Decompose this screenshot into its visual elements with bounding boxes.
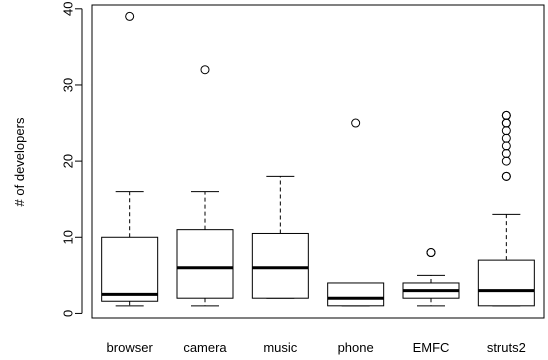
box-camera <box>176 65 234 307</box>
box-browser <box>101 11 159 307</box>
y-tick-label: 40 <box>61 2 76 16</box>
y-axis: 0 10 20 30 40 <box>61 2 83 317</box>
box-iqr <box>176 229 234 299</box>
outlier-point <box>351 118 361 128</box>
box-struts2 <box>477 110 535 307</box>
x-tick-label: camera <box>183 340 227 355</box>
outlier-point <box>501 171 511 181</box>
x-tick-label: struts2 <box>487 340 526 355</box>
box-iqr <box>327 282 385 307</box>
outlier-point <box>501 156 511 166</box>
plot-frame <box>91 4 545 319</box>
outlier-point <box>200 65 210 75</box>
box-iqr <box>477 259 535 307</box>
outlier-point <box>501 126 511 136</box>
y-tick-label: 0 <box>61 310 76 317</box>
outlier-point <box>501 110 511 120</box>
y-tick-label: 30 <box>61 78 76 92</box>
box-iqr <box>101 236 159 302</box>
x-tick-label: EMFC <box>413 340 450 355</box>
x-tick-label: browser <box>107 340 154 355</box>
outlier-point <box>501 118 511 128</box>
box-music <box>251 175 309 299</box>
outlier-point <box>426 248 436 258</box>
boxes <box>101 11 535 307</box>
y-axis-label: # of developers <box>12 117 27 206</box>
y-tick-label: 10 <box>61 230 76 244</box>
outlier-point <box>501 149 511 159</box>
outlier-point <box>501 133 511 143</box>
box-iqr <box>251 232 309 299</box>
x-tick-label: phone <box>338 340 374 355</box>
box-phone <box>327 118 385 307</box>
outlier-point <box>125 11 135 21</box>
y-tick-label: 20 <box>61 154 76 168</box>
box-EMFC <box>402 248 460 307</box>
x-tick-label: music <box>263 340 297 355</box>
outlier-point <box>501 141 511 151</box>
x-axis-labels: browser camera music phone EMFC struts2 <box>107 340 526 355</box>
